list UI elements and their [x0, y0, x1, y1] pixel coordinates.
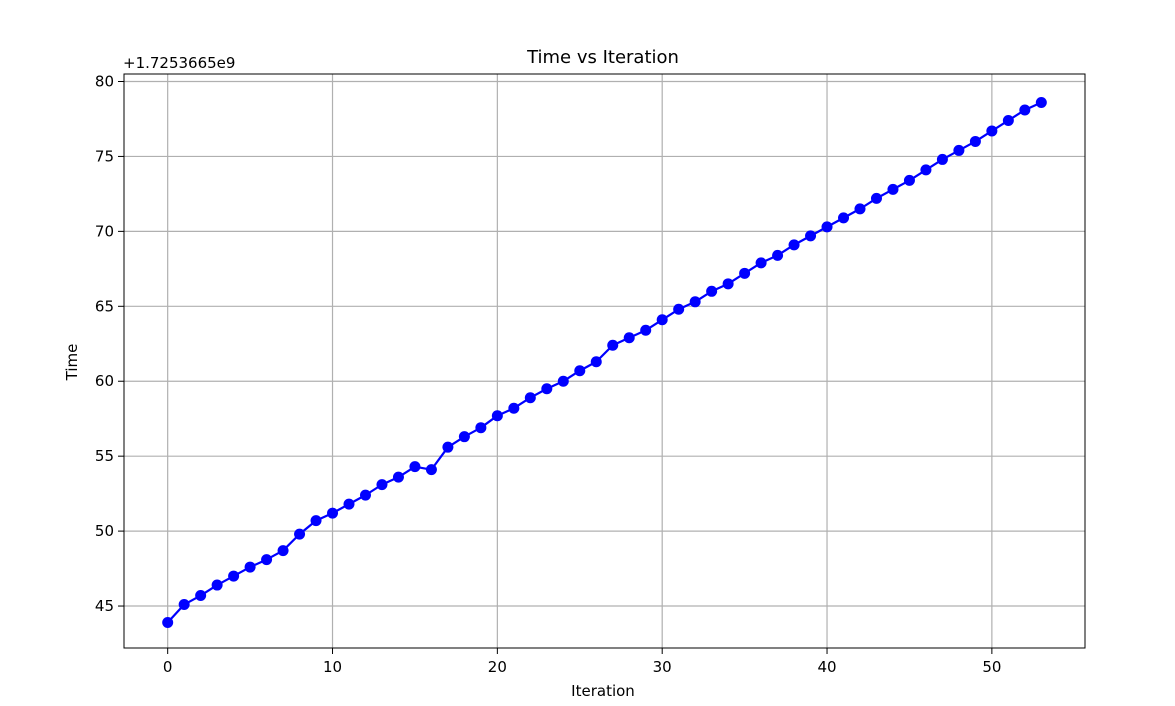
data-point	[903, 174, 915, 186]
data-point	[1035, 96, 1047, 108]
data-point	[327, 507, 339, 519]
y-tick-label: 60	[95, 372, 114, 390]
data-point	[508, 402, 520, 414]
y-tick-label: 55	[95, 447, 114, 465]
data-point	[458, 431, 470, 443]
x-tick-label: 50	[982, 658, 1001, 676]
axis-ticks: 0 10 20 30 40 50 45 50 55 60 65 70 75 80	[95, 72, 1002, 676]
y-axis-offset-text: +1.7253665e9	[123, 54, 235, 72]
data-point	[986, 125, 998, 137]
data-point	[524, 392, 536, 404]
x-axis-label: Iteration	[571, 682, 635, 700]
data-point	[805, 230, 817, 242]
data-point	[969, 135, 981, 147]
data-point	[228, 570, 240, 582]
x-tick-label: 10	[323, 658, 342, 676]
data-point	[623, 332, 635, 344]
data-point	[788, 239, 800, 251]
data-point	[376, 479, 388, 491]
y-tick-label: 70	[95, 222, 114, 240]
data-point	[706, 285, 718, 297]
data-point	[673, 303, 685, 315]
data-point	[689, 296, 701, 308]
data-point	[244, 561, 256, 573]
data-point	[475, 422, 487, 434]
data-point	[870, 192, 882, 204]
x-tick-label: 40	[817, 658, 836, 676]
data-point	[162, 617, 174, 629]
y-tick-label: 80	[95, 72, 114, 90]
data-point	[755, 257, 767, 269]
chart-title: Time vs Iteration	[526, 47, 679, 68]
data-point	[294, 528, 306, 540]
data-point	[557, 375, 569, 387]
data-point	[359, 489, 371, 501]
y-tick-label: 75	[95, 147, 114, 165]
grid	[124, 74, 1085, 648]
data-point	[491, 410, 503, 422]
x-tick-label: 30	[653, 658, 672, 676]
y-axis-label: Time	[63, 344, 81, 382]
data-point	[574, 365, 586, 377]
data-point	[277, 545, 289, 557]
y-tick-label: 45	[95, 597, 114, 615]
x-tick-label: 0	[163, 658, 173, 676]
data-point	[310, 515, 322, 527]
data-point	[821, 221, 833, 233]
data-point	[195, 590, 207, 602]
data-point	[887, 183, 899, 195]
series-layer	[162, 96, 1047, 629]
data-point	[392, 471, 404, 483]
data-point	[409, 461, 421, 473]
data-point	[178, 599, 190, 611]
data-point	[920, 164, 932, 176]
data-point	[936, 153, 948, 165]
data-point	[838, 212, 850, 224]
data-point	[953, 144, 965, 156]
data-point	[607, 339, 619, 351]
data-point	[343, 498, 355, 510]
data-point	[425, 464, 437, 476]
data-point	[261, 554, 273, 566]
data-point	[590, 356, 602, 368]
data-point	[656, 314, 668, 326]
x-tick-label: 20	[488, 658, 507, 676]
y-tick-label: 65	[95, 297, 114, 315]
data-point	[739, 267, 751, 279]
data-point	[442, 441, 454, 453]
y-tick-label: 50	[95, 522, 114, 540]
data-point	[772, 249, 784, 261]
data-point	[722, 278, 734, 290]
data-point	[541, 383, 553, 395]
data-point	[211, 579, 223, 591]
plot-frame	[123, 73, 1086, 649]
data-point	[640, 324, 652, 336]
data-point	[854, 203, 866, 215]
data-point	[1019, 104, 1031, 116]
data-point	[1002, 114, 1014, 126]
